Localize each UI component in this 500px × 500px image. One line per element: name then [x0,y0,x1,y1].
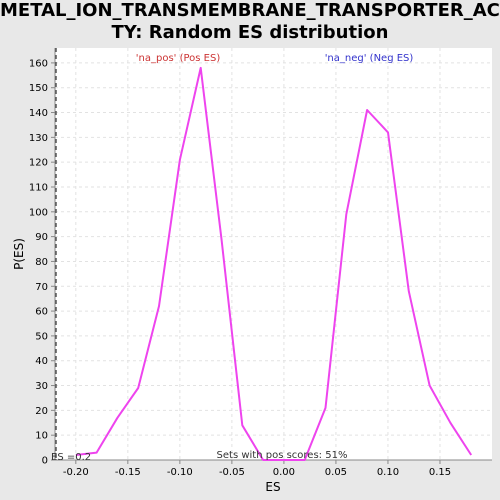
grid-lines [55,48,492,461]
y-tick-label: 110 [29,182,48,193]
x-tick-label: 0.00 [273,467,295,478]
plot-area [55,48,492,460]
chart-title: METAL_ION_TRANSMEMBRANE_TRANSPORTER_ACTI… [0,0,500,44]
x-tick-label: 0.05 [325,467,347,478]
y-tick-label: 140 [29,108,48,119]
y-tick-label: 100 [29,207,48,218]
y-tick-label: 90 [35,232,48,243]
sets-pos-scores-text: Sets with pos scores: 51% [217,450,348,461]
neg-es-label: 'na_neg' (Neg ES) [325,53,414,64]
y-tick-label: 40 [35,356,48,367]
distribution-line [75,66,473,461]
y-tick-label: 80 [35,257,48,268]
chart-title-line-1: METAL_ION_TRANSMEMBRANE_TRANSPORTER_ACTI… [0,0,500,21]
y-tick-label: 10 [35,431,48,442]
y-axis-label: P(ES) [12,238,26,270]
x-tick-label: -0.15 [115,467,141,478]
y-tick-label: 120 [29,158,48,169]
y-tick-label: 60 [35,307,48,318]
annotations: 'na_pos' (Pos ES) 'na_neg' (Neg ES) Sets w… [51,48,413,463]
y-tick-label: 70 [35,282,48,293]
x-tick-label: -0.05 [219,467,245,478]
series-layer [75,66,473,461]
y-tick-label: 0 [42,456,48,467]
y-tick-label: 130 [29,133,48,144]
chart-title-line-2: TY: Random ES distribution [111,22,389,43]
es-marker-label: ES =0.2 [51,452,91,463]
y-tick-label: 160 [29,58,48,69]
y-tick-label: 20 [35,406,48,417]
x-tick-label: -0.10 [167,467,193,478]
y-tick-label: 30 [35,381,48,392]
x-tick-label: 0.10 [377,467,399,478]
x-tick-label: 0.15 [429,467,451,478]
pos-es-label: 'na_pos' (Pos ES) [136,53,221,64]
axes: 0 10 20 30 40 50 60 70 80 90 100 110 120 130 140 150 160… [29,48,492,478]
y-tick-label: 150 [29,83,48,94]
y-tick-label: 50 [35,331,48,342]
x-tick-label: -0.20 [63,467,89,478]
x-axis-label: ES [265,480,280,494]
